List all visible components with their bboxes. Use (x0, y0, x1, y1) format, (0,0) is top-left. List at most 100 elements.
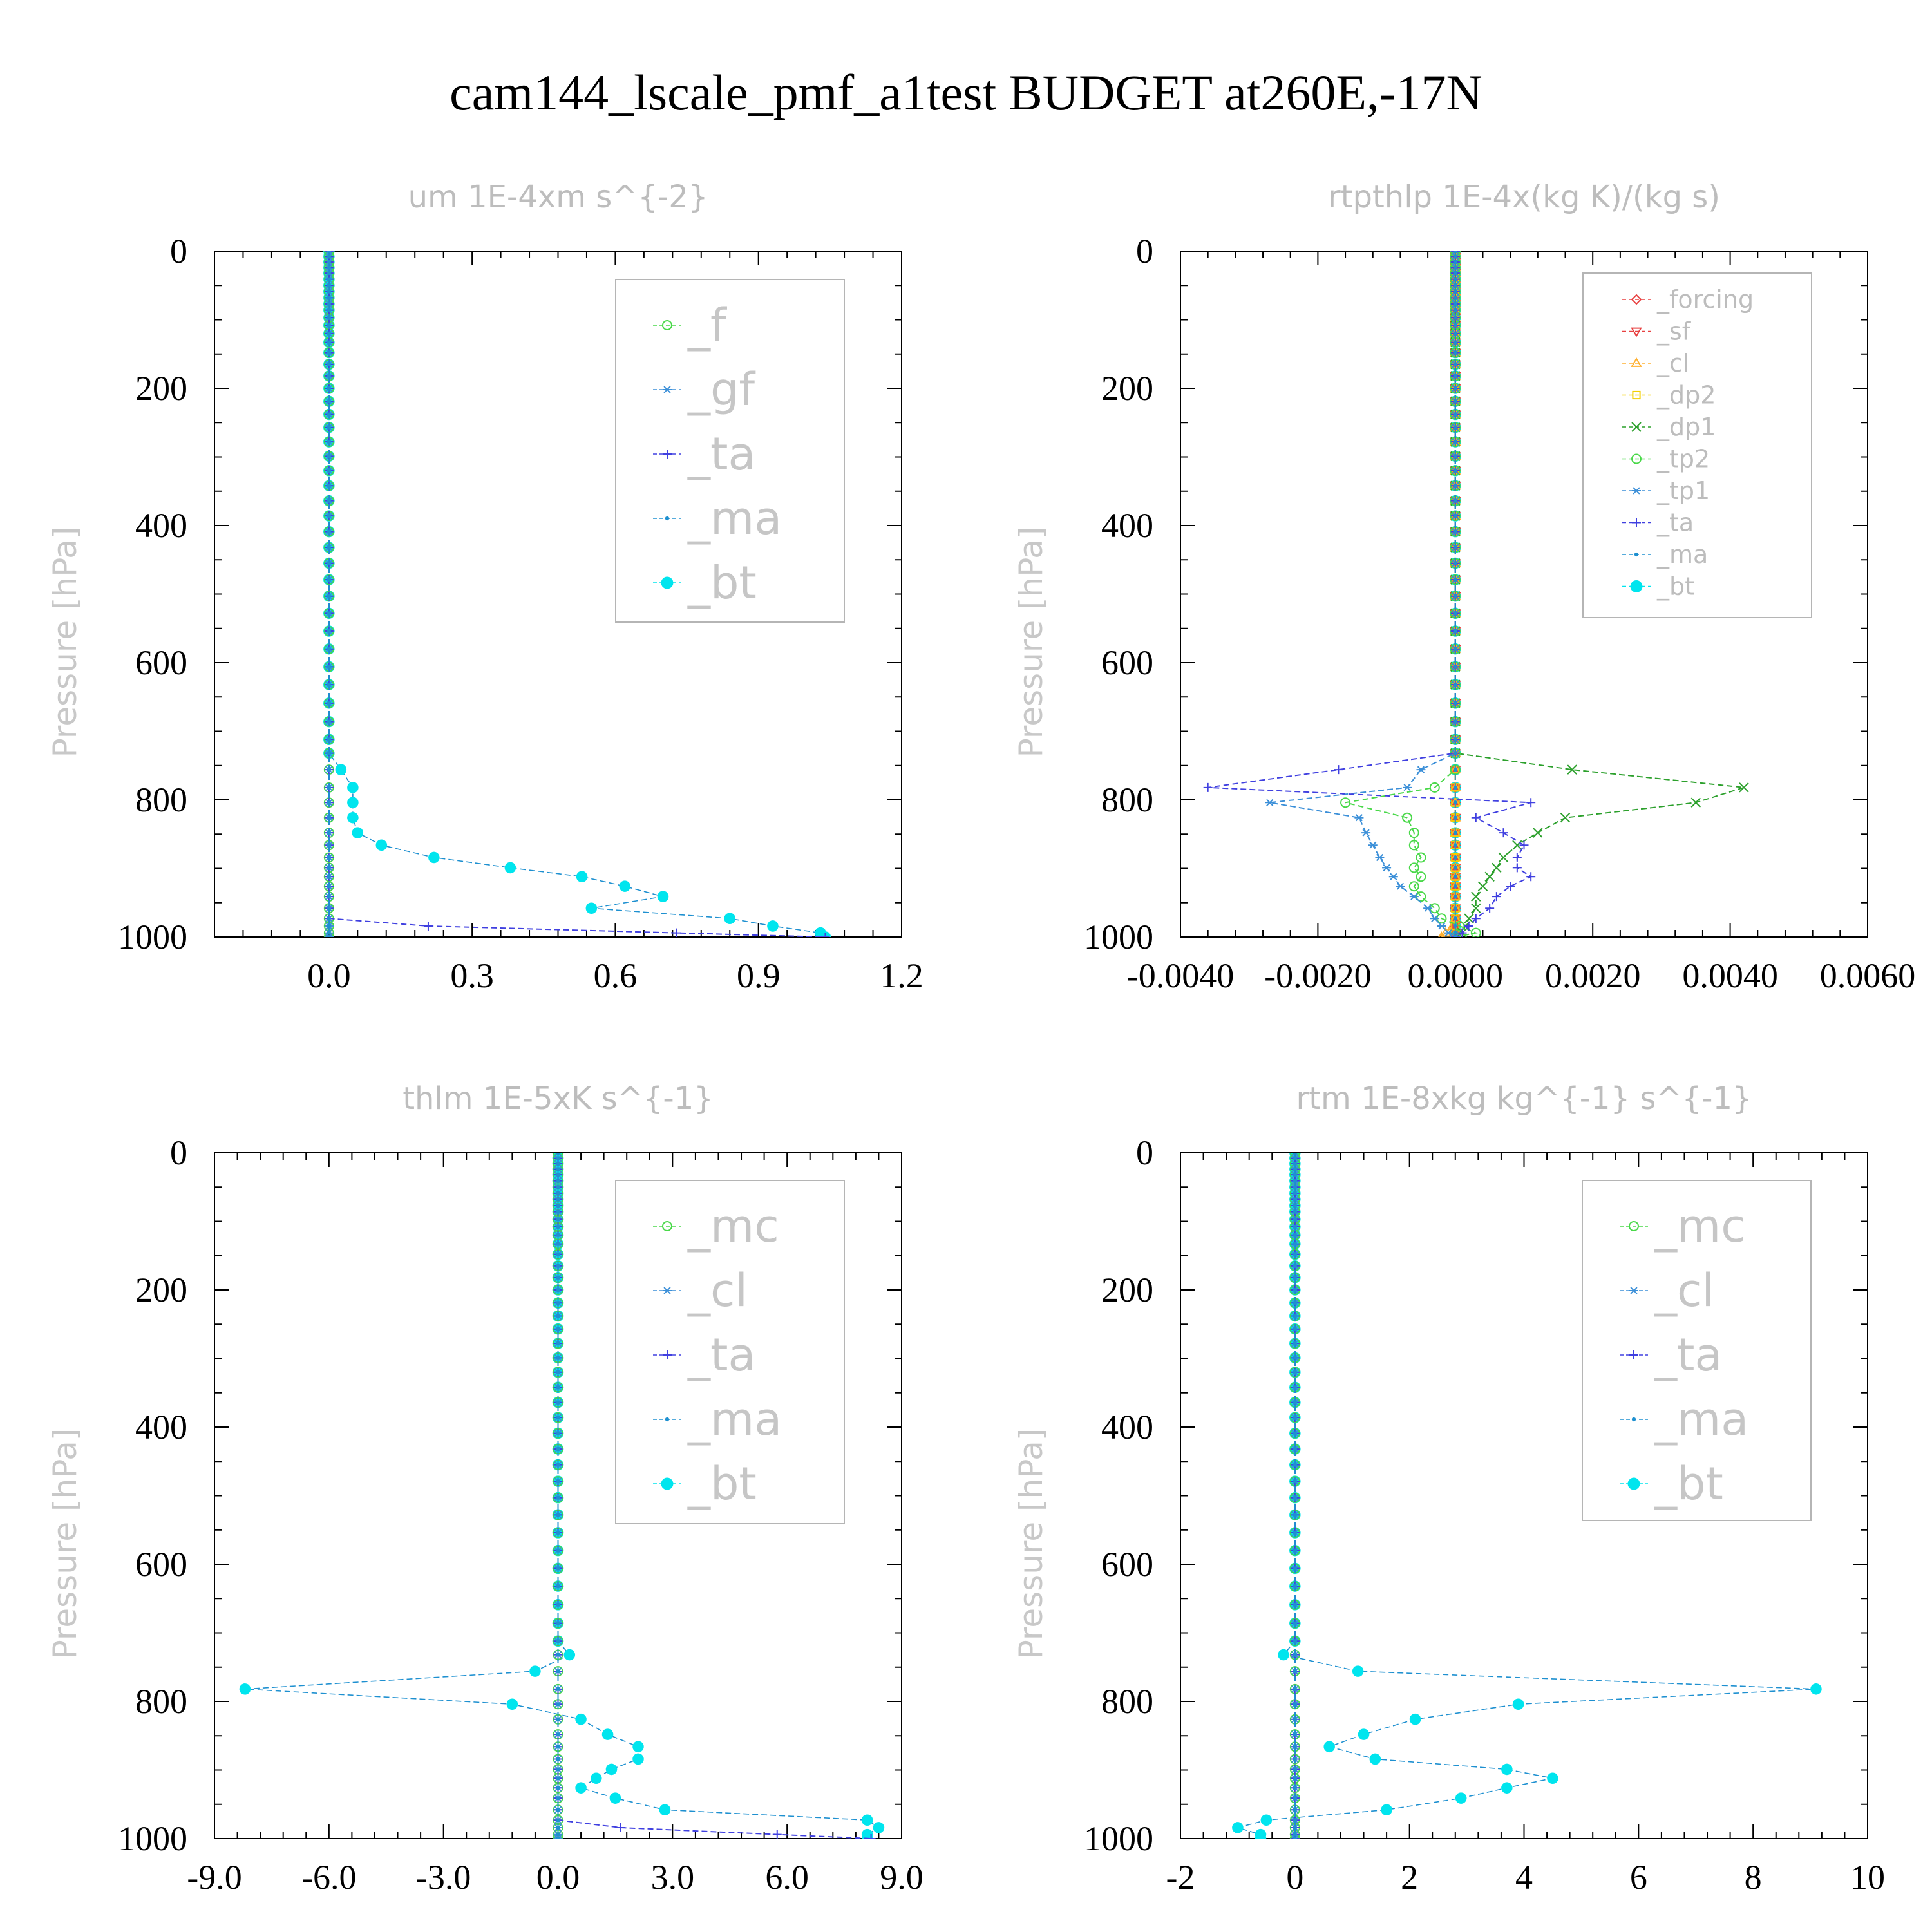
data-point-ma (327, 323, 331, 328)
legend-marker (1631, 327, 1642, 337)
data-point-ma (556, 1233, 560, 1237)
data-point-ma (327, 737, 331, 742)
series-line-tp1 (1269, 251, 1456, 937)
data-point-ma (556, 1825, 560, 1830)
data-point-ma (1293, 1548, 1297, 1553)
data-point-ma (1453, 270, 1457, 276)
data-point-ma (1293, 1767, 1297, 1772)
panel-title: thlm 1E-5xK s^{-1} (402, 1081, 714, 1117)
series-group (1232, 1153, 1822, 1839)
legend-label: _cl (1656, 349, 1689, 377)
data-point-ma (1453, 682, 1457, 687)
data-point-ma (556, 1548, 560, 1553)
y-axis-label: Pressure [hPa] (1012, 527, 1050, 758)
legend-label: _dp2 (1656, 381, 1716, 410)
data-point-ma (556, 1400, 560, 1405)
data-point-ma (327, 283, 331, 288)
panel-rtpthlp: rtpthlp 1E-4x(kg K)/(kg s) Pressure [hPa]… (1012, 179, 1915, 995)
legend-marker (662, 320, 672, 330)
data-point-ma (1293, 1224, 1297, 1229)
legend-marker (1629, 1350, 1638, 1359)
data-point-tp2 (1416, 852, 1426, 863)
data-point-bt (347, 811, 359, 824)
data-point-ma (1453, 386, 1457, 391)
data-point-ma (1453, 340, 1457, 345)
data-point-ma (1453, 866, 1457, 870)
data-point-ma (556, 1621, 560, 1625)
data-point-ma (1453, 331, 1457, 336)
data-point-ma (556, 1717, 560, 1721)
data-point-tp2 (1402, 812, 1413, 823)
data-point-bt (1352, 1665, 1364, 1677)
data-point-ma (1453, 719, 1457, 724)
data-point-ma (1453, 454, 1457, 459)
data-point-tp2 (1470, 927, 1481, 937)
data-point-dp1 (1477, 881, 1488, 891)
data-point-ma (1453, 916, 1457, 921)
data-point-ma (327, 594, 331, 598)
data-point-ma (1293, 1808, 1297, 1812)
data-point-ma (1453, 374, 1457, 378)
data-point-ma (1453, 308, 1457, 312)
data-point-ma (1453, 855, 1457, 860)
series-group (239, 1153, 885, 1839)
series-line-bt (1235, 1153, 1817, 1839)
data-point-ma (327, 316, 331, 320)
data-point-ma (327, 399, 331, 404)
data-point-ma (556, 1370, 560, 1374)
legend: _forcing _sf _cl _dp2 _dp1 _tp2 _tp1 _ta _ma _bt (1582, 272, 1812, 618)
data-point-ma (327, 277, 331, 281)
data-point-ma (556, 1669, 560, 1674)
data-point-ma (1293, 1156, 1297, 1160)
legend-box (1582, 1180, 1812, 1521)
legend-box (1582, 272, 1812, 618)
data-point-ta (1512, 863, 1522, 873)
panel-title: rtpthlp 1E-4x(kg K)/(kg s) (1328, 179, 1720, 215)
y-tick-label: 0 (1136, 1133, 1153, 1172)
data-point-ma (327, 270, 331, 276)
legend-marker (1632, 518, 1641, 527)
legend-marker (1627, 1477, 1640, 1490)
data-point-ma (1453, 301, 1457, 307)
data-point-bt (352, 827, 364, 838)
legend-label: _ta (687, 428, 755, 480)
data-point-bt (575, 1782, 587, 1794)
data-point-ma (327, 830, 331, 835)
data-point-ma (1453, 647, 1457, 651)
data-point-bt (1409, 1713, 1421, 1725)
data-point-cl (553, 1835, 563, 1839)
panel-thlm: thlm 1E-5xK s^{-1} Pressure [hPa] 0 200 400 6… (46, 1081, 923, 1897)
y-tick-label: 600 (1101, 1545, 1153, 1584)
data-point-dp1 (1471, 903, 1481, 913)
data-point-ma (1293, 1172, 1297, 1177)
data-point-ma (556, 1287, 560, 1293)
data-point-ma (1293, 1717, 1297, 1721)
data-point-tp2 (1429, 782, 1440, 793)
data-point-ma (1293, 1431, 1297, 1435)
data-point-ma (327, 875, 331, 879)
data-point-tp2 (1408, 828, 1419, 838)
data-point-ma (1293, 1757, 1297, 1761)
legend-label: _tp1 (1656, 477, 1710, 505)
data-point-ma (556, 1463, 560, 1467)
data-point-bt (1260, 1814, 1273, 1826)
legend-label: _forcing (1656, 285, 1754, 314)
data-point-ma (556, 1796, 560, 1801)
data-point-ma (1453, 468, 1457, 473)
series-group (323, 251, 831, 937)
data-point-ma (1453, 815, 1457, 820)
data-point-ma (1453, 260, 1457, 265)
data-point-ma (556, 1431, 560, 1435)
panel-title: um 1E-4xm s^{-2} (408, 179, 708, 215)
y-tick-label: 400 (1101, 1408, 1153, 1446)
y-tick-label: 600 (135, 1545, 187, 1584)
legend-marker (662, 1221, 672, 1231)
data-point-bt (585, 902, 598, 914)
data-point-ma (1453, 277, 1457, 281)
data-point-ma (1453, 923, 1457, 929)
plot-frame (214, 251, 902, 938)
data-point-ma (327, 577, 331, 582)
legend-label: _ta (1656, 509, 1694, 537)
data-point-ma (327, 701, 331, 705)
panel-um: um 1E-4xm s^{-2} Pressure [hPa] 0 200 400 600… (46, 179, 923, 995)
